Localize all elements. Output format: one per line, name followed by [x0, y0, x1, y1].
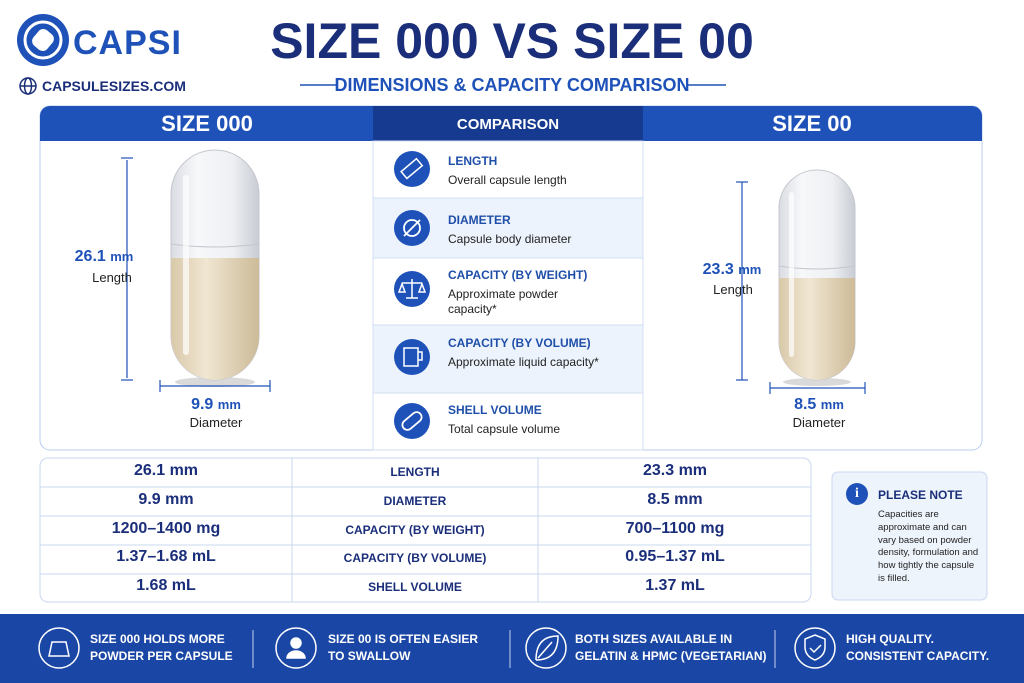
unit: mm: [820, 397, 844, 412]
unit: mm: [738, 262, 762, 277]
item-description: Total capsule volume: [448, 422, 561, 436]
table-value: 8.5 mm: [647, 490, 703, 508]
footer-feature: HIGH QUALITY. CONSISTENT CAPACITY.: [846, 631, 989, 665]
diameter-label: Diameter: [189, 415, 243, 430]
logo: [17, 14, 69, 66]
footer-icons: [38, 627, 836, 669]
length-label: Length: [713, 282, 753, 297]
item-title: LENGTH: [448, 154, 498, 168]
length-value: 26.1 mm: [75, 248, 134, 266]
comparison-icons: [394, 151, 430, 439]
note-text: Capacities are approximate and can vary …: [878, 509, 979, 584]
page-subtitle: DIMENSIONS & CAPACITY COMPARISON: [334, 75, 690, 95]
table-value: 26.1 mm: [133, 462, 199, 479]
note-box: [831, 471, 988, 601]
right-header-band: [643, 106, 982, 141]
table-value: 0.95–1.37 mL: [625, 548, 725, 566]
item-title: CAPACITY (BY VOLUME): [448, 336, 591, 350]
table-value: 23.3 mm: [642, 462, 708, 479]
value: 8.5: [794, 396, 817, 413]
globe-icon: [19, 77, 37, 95]
value: 23.3: [702, 261, 734, 278]
feature-line: SIZE 000 HOLDS MORE: [90, 632, 225, 646]
table-metric: LENGTH: [390, 465, 440, 479]
item-description: Approximate powder capacity*: [448, 287, 559, 316]
feature-line: HIGH QUALITY.: [846, 632, 935, 646]
length-value: 23.3 mm: [703, 261, 762, 279]
note-title: PLEASE NOTE: [878, 488, 963, 502]
feature-line: TO SWALLOW: [328, 649, 411, 663]
table-metric: DIAMETER: [383, 493, 447, 508]
dimension-lines-000: [121, 157, 271, 392]
left-header-band: [40, 106, 373, 141]
table-metric: SHELL VOLUME: [368, 580, 462, 595]
table-metric: CAPACITY (BY WEIGHT): [345, 522, 485, 537]
middle-header-band: [373, 106, 643, 141]
right-heading: SIZE 00: [772, 111, 852, 136]
item-title: SHELL VOLUME: [448, 403, 542, 417]
unit: mm: [110, 249, 134, 264]
brand-name: CAPSI: [73, 24, 182, 62]
footer-feature: SIZE 000 HOLDS MORE POWDER PER CAPSULE: [90, 631, 233, 665]
feature-line: CONSISTENT CAPACITY.: [846, 649, 990, 663]
diameter-label: Diameter: [792, 415, 846, 430]
item-description: Approximate liquid capacity*: [448, 355, 599, 369]
table-metric: CAPACITY (BY VOLUME): [343, 551, 487, 566]
unit: mm: [217, 397, 241, 412]
footer-feature: SIZE 00 IS OFTEN EASIER TO SWALLOW: [328, 631, 478, 665]
feature-line: GELATIN & HPMC (VEGETARIAN): [575, 649, 767, 663]
feature-line: SIZE 00 IS OFTEN EASIER: [328, 632, 479, 646]
note-icon: [846, 483, 868, 505]
value: 26.1: [74, 248, 106, 265]
table-value: 1200–1400 mg: [111, 519, 221, 537]
footer-feature: BOTH SIZES AVAILABLE IN GELATIN & HPMC (V…: [575, 631, 767, 665]
capsule-size-00: [778, 169, 856, 386]
table-value: 1.37–1.68 mL: [116, 548, 216, 566]
diameter-value: 9.9 mm: [191, 396, 241, 414]
item-title: DIAMETER: [448, 213, 511, 227]
table-value: 700–1100 mg: [625, 519, 725, 537]
item-description: Capsule body diameter: [448, 232, 572, 246]
summary-table: [39, 457, 812, 603]
dimension-lines-00: [736, 181, 866, 394]
table-value: 1.37 mL: [645, 577, 705, 595]
diameter-value: 8.5 mm: [794, 396, 844, 414]
item-description: Overall capsule length: [448, 173, 567, 187]
table-value: 1.68 mL: [136, 577, 196, 595]
note-icon-letter: i: [855, 486, 859, 501]
page-title: SIZE 000 VS SIZE 00: [270, 13, 754, 69]
comparison-heading: COMPARISON: [456, 116, 560, 133]
capsule-size-000: [170, 149, 260, 387]
table-value: 9.9 mm: [138, 490, 194, 508]
brand-website: CAPSULESIZES.COM: [42, 78, 186, 94]
left-heading: SIZE 000: [161, 111, 253, 136]
item-title: CAPACITY (BY WEIGHT): [448, 268, 588, 282]
length-label: Length: [92, 270, 132, 285]
feature-line: BOTH SIZES AVAILABLE IN: [575, 632, 733, 646]
value: 9.9: [191, 396, 214, 413]
footer-band: [0, 614, 1024, 683]
feature-line: POWDER PER CAPSULE: [90, 649, 233, 663]
